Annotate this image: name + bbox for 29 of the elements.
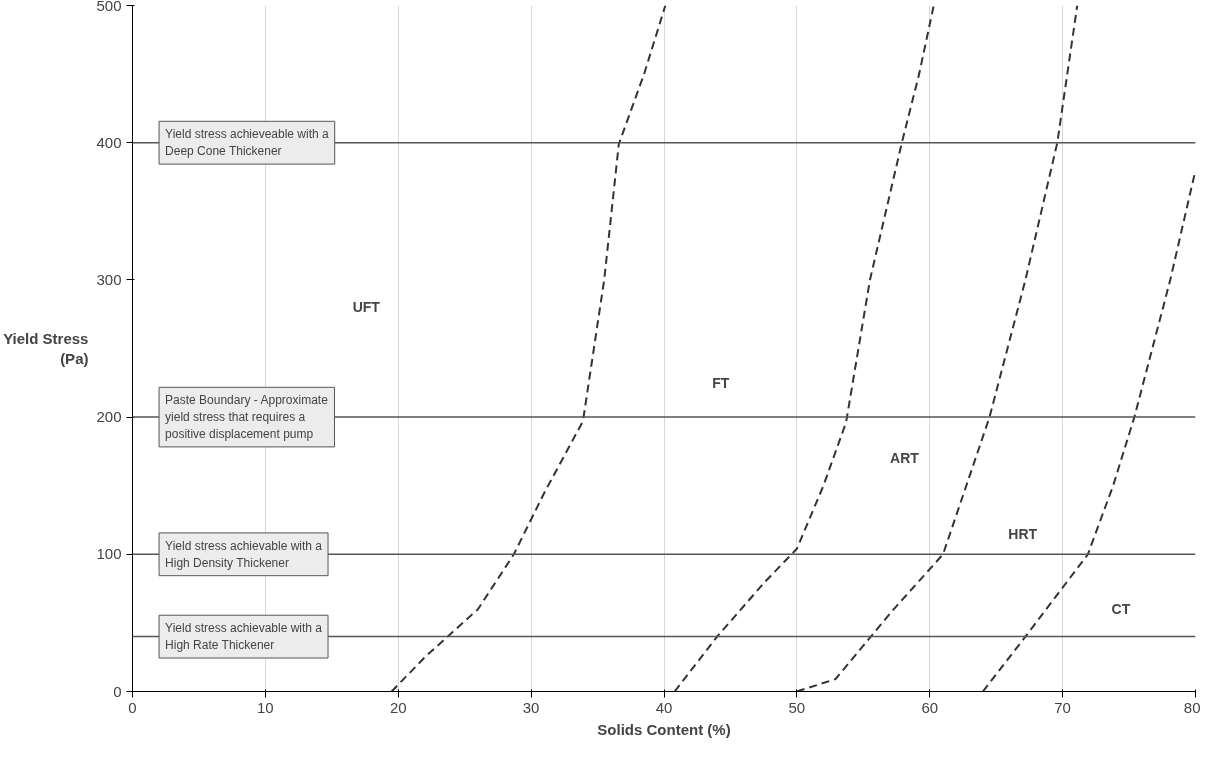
annotation: FT xyxy=(712,374,730,391)
y-tick-label: 300 xyxy=(96,270,122,288)
line-series xyxy=(390,5,667,692)
x-tick-label: 70 xyxy=(1054,698,1071,716)
ref-line-label: Yield stress achieveable with a Deep Cone Thickener xyxy=(165,127,330,159)
x-tick-label: 10 xyxy=(257,698,274,716)
x-tick-label: 40 xyxy=(655,698,673,716)
annotation: CT xyxy=(1111,601,1131,618)
line-series xyxy=(673,5,935,692)
x-tick-label: 30 xyxy=(522,698,540,716)
y-tick-label: 500 xyxy=(96,0,122,14)
ref-line-label: Paste Boundary - Approximate yield stress that requires a positive displacement pump xyxy=(165,393,329,441)
ref-line-label: Yield stress achievable with a High Density Thickener xyxy=(165,538,323,570)
y-tick-label: 100 xyxy=(96,545,122,563)
y-axis-title: Yield Stress (Pa) xyxy=(3,329,89,368)
annotation: UFT xyxy=(352,299,381,316)
y-tick-label: 200 xyxy=(96,408,122,426)
y-tick-label: 0 xyxy=(113,682,122,700)
line-series xyxy=(795,5,1079,692)
annotation: ART xyxy=(890,450,920,467)
x-tick-label: 20 xyxy=(389,698,407,716)
y-tick-label: 400 xyxy=(96,133,122,151)
x-tick-label: 60 xyxy=(921,698,939,716)
x-tick-label: 80 xyxy=(1183,698,1201,716)
x-tick-label: 50 xyxy=(788,698,806,716)
ref-line-label: Yield stress achievable with a High Rate Thickener xyxy=(165,621,323,653)
annotation: HRT xyxy=(1008,525,1038,542)
x-axis-title: Solids Content (%) xyxy=(597,720,731,738)
x-tick-label: 0 xyxy=(128,698,137,716)
